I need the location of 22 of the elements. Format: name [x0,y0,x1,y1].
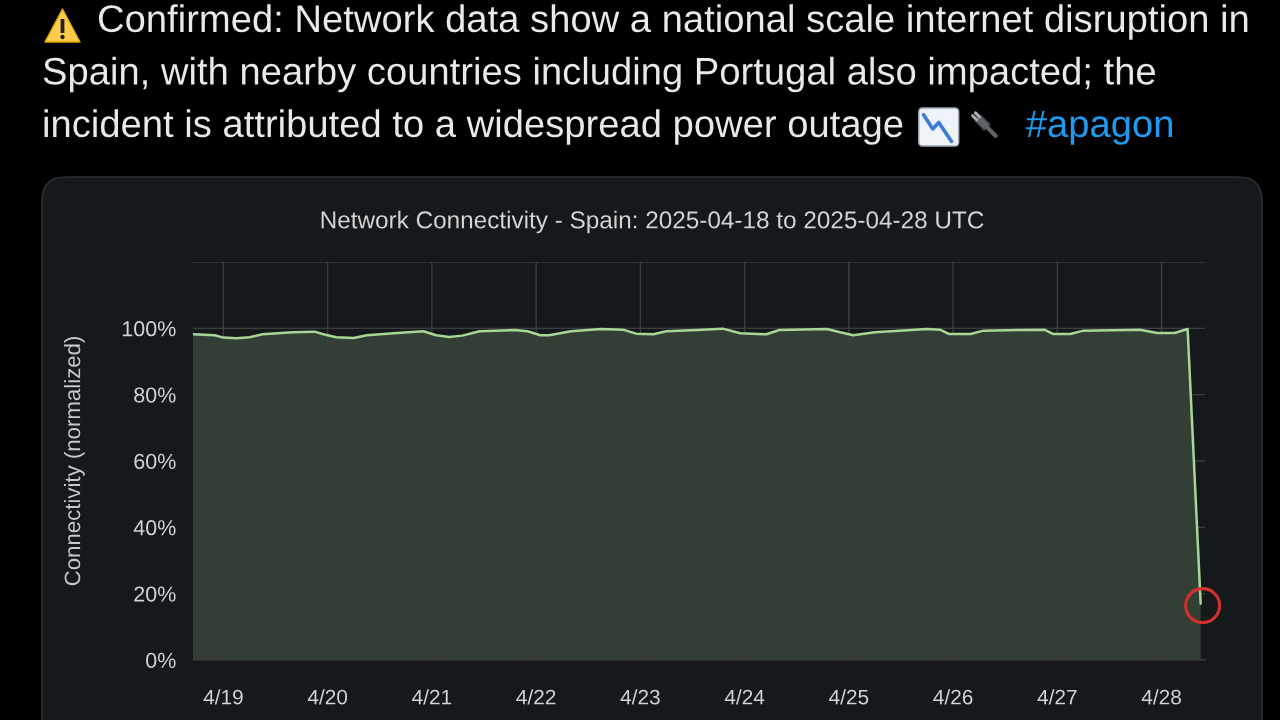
x-tick-label: 4/26 [933,689,973,705]
x-tick-label: 4/19 [203,689,243,705]
x-tick-label: 4/22 [516,689,556,705]
text: Confirmed: Network data show a national scale internet disruption in [98,4,1248,40]
x-tick-label: 4/27 [1037,689,1077,705]
y-tick-label: 0% [146,652,176,669]
x-tick-label: 4/24 [724,689,765,705]
text: incident is attributed to a widespread power outage [44,109,903,145]
y-tick-label: 20% [134,586,176,602]
x-tick-label: 4/23 [620,689,660,705]
x-tick-label: 4/20 [307,689,348,705]
y-tick-label: 100% [122,321,176,337]
y-axis-title: Connectivity (normalized) [64,337,85,586]
text: Spain, with nearby countries including Portugal also impacted; the [43,56,1155,93]
y-tick-label: 80% [134,387,176,403]
text: #apagon [1025,110,1172,145]
chart-title: Network Connectivity - Spain: 2025-04-18 to 2025-04-28 UTC [321,210,984,234]
x-tick-label: 4/25 [829,689,869,705]
y-tick-label: 60% [134,453,176,470]
x-tick-label: 4/21 [412,689,452,705]
y-tick-label: 40% [133,520,176,536]
x-tick-label: 4/28 [1141,689,1181,705]
